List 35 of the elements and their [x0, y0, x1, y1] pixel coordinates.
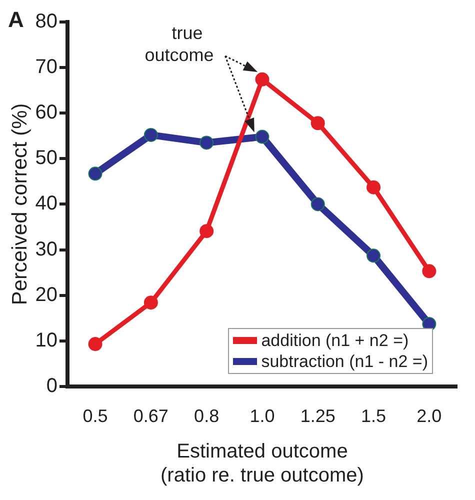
x-tick-label: 2.0 [416, 406, 442, 426]
y-tick-label: 30 [35, 238, 58, 260]
legend-label: addition (n1 + n2 =) [261, 330, 409, 351]
x-tick-label: 1.5 [361, 406, 386, 426]
point [200, 136, 214, 150]
y-tick-label: 40 [35, 192, 58, 215]
point [255, 130, 270, 144]
y-tick-label: 10 [35, 329, 58, 352]
point [144, 128, 158, 142]
point [255, 72, 270, 86]
y-axis-title: Perceived correct (%) [8, 103, 32, 306]
point [310, 116, 325, 130]
x-tick-label: 1.0 [250, 406, 275, 426]
point [366, 248, 381, 263]
y-tick-label: 70 [35, 56, 58, 78]
point [88, 166, 102, 181]
y-tick-label: 0 [46, 374, 58, 397]
x-tick-label: 0.67 [133, 406, 168, 426]
x-tick-label: 0.8 [194, 406, 220, 426]
x-tick-label: 1.25 [300, 406, 336, 426]
text: A [8, 7, 24, 32]
y-tick-label: 80 [35, 10, 58, 33]
y-tick-label: 50 [35, 147, 58, 170]
x-axis-title: Estimated outcome (ratio re. true outcome) [160, 440, 364, 487]
x-tick-label: 0.5 [82, 406, 108, 426]
point [422, 264, 436, 278]
point [366, 180, 381, 194]
point [144, 296, 158, 310]
point [310, 197, 325, 212]
y-tick-label: 20 [35, 284, 58, 306]
annotation: true outcome [144, 22, 214, 65]
y-tick-label: 60 [35, 102, 58, 124]
point [200, 224, 214, 238]
point [88, 337, 102, 352]
legend-label: subtraction (n1 - n2 =) [261, 351, 428, 372]
